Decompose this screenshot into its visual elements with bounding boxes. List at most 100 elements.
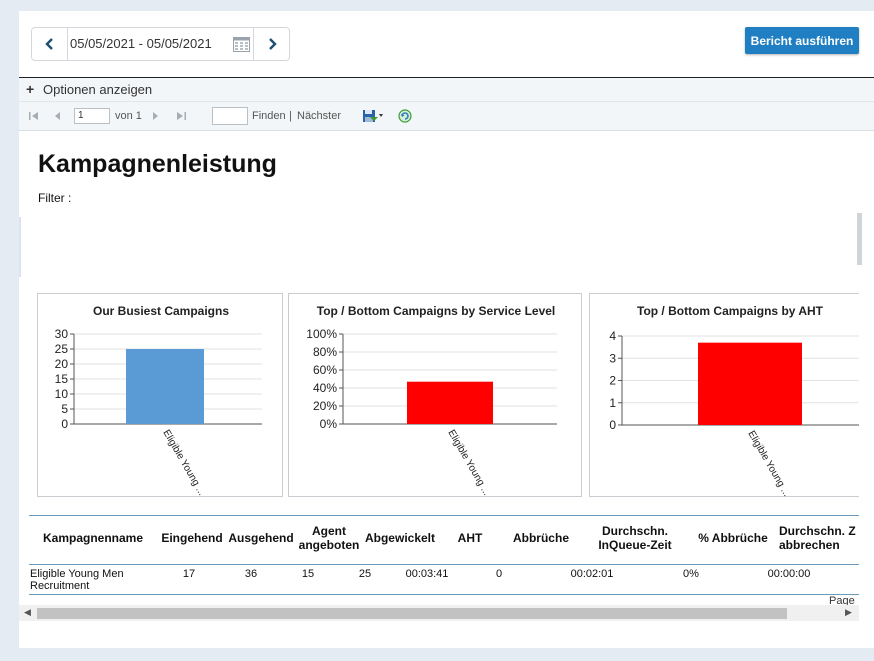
y-tick-label: 4 xyxy=(609,329,616,343)
aht-chart: Top / Bottom Campaigns by AHT 4 3 2 1 0 Eligib… xyxy=(589,293,859,498)
bar xyxy=(126,349,204,424)
busiest-campaigns-chart: Our Busiest Campaigns 30 25 20 15 10 5 0 Eligibl… xyxy=(37,293,283,498)
calendar-icon[interactable] xyxy=(233,36,250,52)
first-page-icon xyxy=(29,112,38,120)
report-title: Kampagnenleistung xyxy=(38,150,277,178)
col-header-inqueue-zeit: Durchschn. InQueue-Zeit xyxy=(598,524,672,552)
y-tick-label: 20% xyxy=(313,399,337,413)
previous-page-icon xyxy=(55,112,60,120)
export-button[interactable] xyxy=(362,102,384,130)
y-tick-label: 15 xyxy=(55,372,69,386)
horizontal-scrollbar-thumb[interactable] xyxy=(37,608,787,619)
y-tick-label: 0 xyxy=(609,418,616,432)
col-header-prozent-abbrueche: % Abbrüche xyxy=(698,531,768,545)
horizontal-scrollbar[interactable]: ◀ ▶ xyxy=(19,605,859,621)
cell-kampagnenname: Eligible Young Men Recruitment xyxy=(30,568,124,592)
page-count-label: von 1 xyxy=(115,110,142,122)
next-page-button[interactable] xyxy=(152,102,160,130)
chevron-left-icon xyxy=(44,38,53,50)
col-header-ausgehend: Ausgehend xyxy=(228,531,294,545)
find-text-input[interactable] xyxy=(212,107,248,125)
chart-title: Top / Bottom Campaigns by Service Level xyxy=(317,304,556,318)
report-toolbar: 1 von 1 Finden | Nächster xyxy=(19,102,874,131)
cell-durchschn-zeit-abbrechen: 00:00:00 xyxy=(767,568,811,580)
cell-ausgehend: 36 xyxy=(244,568,258,580)
previous-date-button[interactable] xyxy=(32,28,68,60)
cell-abbrueche: 0 xyxy=(495,568,503,580)
col-header-abbrueche: Abbrüche xyxy=(512,531,569,545)
table-row-rule xyxy=(29,594,859,595)
col-header-abgewickelt: Abgewickelt xyxy=(364,531,436,545)
first-page-button[interactable] xyxy=(28,102,40,130)
options-toggle-row[interactable]: + Optionen anzeigen xyxy=(19,78,874,102)
chart-title: Our Busiest Campaigns xyxy=(93,304,229,318)
y-tick-label: 2 xyxy=(609,374,616,388)
left-edge-stub xyxy=(19,217,21,277)
filter-label: Filter : xyxy=(38,191,72,205)
col-header-durchschn-zeit-abbrechen: Durchschn. Z abbrechen xyxy=(779,524,856,552)
cell-inqueue-zeit: 00:02:01 xyxy=(570,568,614,580)
y-tick-label: 10 xyxy=(55,387,69,401)
cell-eingehend: 17 xyxy=(182,568,196,580)
service-level-chart: Top / Bottom Campaigns by Service Level 1… xyxy=(288,293,582,498)
col-header-aht: AHT xyxy=(457,531,483,545)
run-report-button[interactable]: Bericht ausführen xyxy=(745,27,859,54)
bar xyxy=(698,342,802,425)
report-viewer-frame: 05/05/2021 - 05/05/2021 Bericht ausführe… xyxy=(19,11,874,648)
toolbar-separator: | xyxy=(289,110,292,122)
plus-icon: + xyxy=(26,81,35,97)
y-tick-label: 0% xyxy=(320,417,338,431)
date-range-picker[interactable]: 05/05/2021 - 05/05/2021 xyxy=(31,27,290,61)
y-tick-label: 5 xyxy=(61,402,68,416)
report-canvas[interactable]: Kampagnenleistung Filter : Our Busiest C… xyxy=(19,131,859,605)
y-tick-label: 25 xyxy=(55,342,69,356)
y-tick-label: 60% xyxy=(313,363,337,377)
x-category-label: Eligible Young ... xyxy=(445,428,492,498)
service-level-svg: Top / Bottom Campaigns by Service Level 1… xyxy=(306,304,557,498)
chevron-right-icon xyxy=(268,38,277,50)
header-divider xyxy=(19,77,874,78)
y-tick-label: 100% xyxy=(306,327,337,341)
page-number-input[interactable]: 1 xyxy=(74,108,110,124)
col-header-kampagnenname: Kampagnenname xyxy=(42,531,144,545)
y-tick-label: 40% xyxy=(313,381,337,395)
vertical-scrollbar-thumb[interactable] xyxy=(857,213,862,265)
chart-title: Top / Bottom Campaigns by AHT xyxy=(637,304,824,318)
cell-agent-angeboten: 15 xyxy=(301,568,315,580)
col-header-agent-angeboten: Agent angeboten xyxy=(298,524,360,552)
find-button[interactable]: Finden xyxy=(252,110,286,122)
last-page-icon xyxy=(177,112,186,120)
scroll-left-icon[interactable]: ◀ xyxy=(24,607,31,617)
find-next-button[interactable]: Nächster xyxy=(297,110,342,122)
options-toggle-label[interactable]: Optionen anzeigen xyxy=(43,82,153,97)
col-header-eingehend: Eingehend xyxy=(161,531,223,545)
scroll-right-icon[interactable]: ▶ xyxy=(845,607,852,617)
date-range-text[interactable]: 05/05/2021 - 05/05/2021 xyxy=(70,36,212,51)
aht-svg: Top / Bottom Campaigns by AHT 4 3 2 1 0 Eligib… xyxy=(609,304,859,498)
last-page-button[interactable] xyxy=(175,102,187,130)
report-header-bar: 05/05/2021 - 05/05/2021 Bericht ausführe… xyxy=(19,11,874,77)
y-tick-label: 3 xyxy=(609,351,616,365)
refresh-button[interactable] xyxy=(398,102,412,130)
y-tick-label: 1 xyxy=(609,396,616,410)
next-page-icon xyxy=(153,112,158,120)
save-disk-icon xyxy=(363,110,383,122)
x-category-label: Eligible Young ... xyxy=(160,428,207,498)
next-date-button[interactable] xyxy=(253,28,289,60)
refresh-icon xyxy=(398,109,412,123)
y-tick-label: 80% xyxy=(313,345,337,359)
previous-page-button[interactable] xyxy=(53,102,61,130)
cell-aht: 00:03:41 xyxy=(405,568,449,580)
table-top-rule xyxy=(29,515,859,516)
campaign-table: Kampagnenname Eingehend Ausgehend Agent … xyxy=(19,503,859,605)
x-category-label: Eligible Young ... xyxy=(745,429,792,498)
bar xyxy=(407,381,493,424)
table-header-rule xyxy=(29,564,859,565)
cell-abgewickelt: 25 xyxy=(358,568,372,580)
y-tick-label: 20 xyxy=(55,357,69,371)
y-tick-label: 30 xyxy=(55,327,69,341)
cell-prozent-abbrueche: 0% xyxy=(683,568,699,580)
page-footer-label: Page xyxy=(829,595,855,607)
y-tick-label: 0 xyxy=(61,417,68,431)
